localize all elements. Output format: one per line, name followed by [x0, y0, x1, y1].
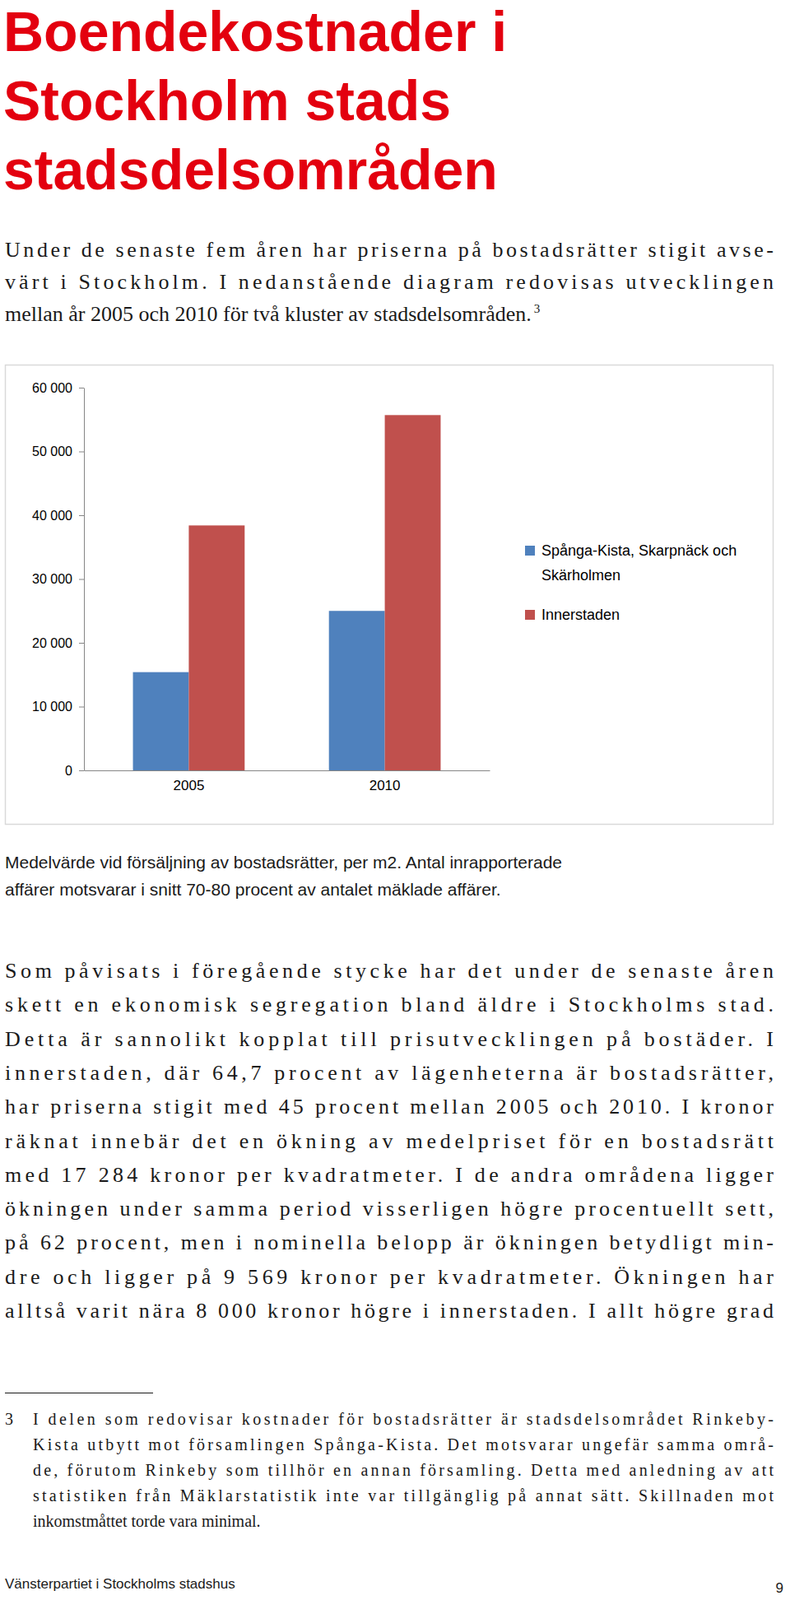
y-tick: 50 000 — [32, 444, 84, 459]
y-tick-label: 50 000 — [32, 444, 73, 459]
x-tick: 2010 — [369, 777, 401, 794]
footnote-line: I delen som redovisar kostnader för bost… — [32, 1409, 774, 1429]
caption-line: affärer motsvarar i snitt 70-80 procent … — [4, 879, 502, 899]
y-tick-label: 40 000 — [32, 508, 73, 523]
footnote-line: inkomstmåttet torde vara minimal. — [32, 1511, 261, 1530]
title-line: Boendekostnader i — [3, 0, 507, 63]
body-line: alltså varit nära 8 000 kronor högre i i… — [4, 1298, 774, 1323]
y-tick-label: 0 — [65, 763, 73, 778]
body-line: med 17 284 kronor per kvadratmeter. I de… — [4, 1162, 774, 1187]
y-tick-mark — [79, 642, 84, 644]
y-tick: 0 — [65, 763, 84, 778]
y-tick-mark — [79, 515, 84, 516]
footnote-line: Kista utbytt mot församlingen Spånga-Kis… — [32, 1435, 774, 1455]
body-line: Som påvisats i föregående stycke har det… — [4, 958, 774, 983]
y-tick-label: 20 000 — [32, 636, 73, 651]
body-line: på 62 procent, men i nominella belopp är… — [4, 1230, 774, 1255]
bar — [329, 610, 386, 771]
intro-line: mellan år 2005 och 2010 för två kluster … — [4, 302, 532, 326]
y-tick-label: 30 000 — [32, 571, 73, 586]
y-tick: 40 000 — [32, 508, 84, 523]
x-tick-label: 2010 — [369, 777, 401, 794]
legend-swatch — [525, 545, 535, 556]
y-tick-mark — [79, 451, 84, 453]
caption-line: Medelvärde vid försäljning av bostadsrät… — [4, 852, 563, 872]
y-tick: 60 000 — [32, 381, 84, 395]
y-tick: 30 000 — [32, 571, 84, 586]
title-line: Stockholm stads — [3, 69, 451, 132]
legend-swatch — [525, 609, 535, 620]
y-tick: 20 000 — [32, 636, 84, 651]
title-line: stadsdelsområden — [3, 138, 498, 201]
x-tick: 2005 — [173, 777, 205, 794]
bars — [133, 414, 442, 771]
footnote-ref: 3 — [534, 302, 541, 316]
x-axis-line — [84, 770, 491, 772]
y-tick-mark — [79, 706, 84, 708]
y-tick-label: 60 000 — [32, 381, 73, 395]
y-axis-line — [83, 388, 85, 772]
body-line: innerstaden, där 64,7 procent av lägenhe… — [4, 1060, 774, 1085]
body-line: skett en ekonomisk segregation bland äld… — [4, 992, 774, 1017]
bar — [133, 672, 190, 771]
body-line: räknat innebär det en ökning av medelpri… — [4, 1129, 775, 1153]
intro-line: värt i Stockholm. I nedanstående diagram… — [4, 269, 774, 294]
y-tick: 10 000 — [32, 699, 84, 714]
body-line: har priserna stigit med 45 procent mella… — [4, 1094, 774, 1119]
x-axis: 2005 2010 — [84, 771, 491, 795]
footer-text: Vänsterpartiet i Stockholms stadshus — [4, 1575, 236, 1592]
legend-label: Spånga-Kista, Skarpnäck ochSkärholmen — [541, 542, 737, 584]
body-line: dre och ligger på 9 569 kronor per kvadr… — [4, 1264, 774, 1289]
y-tick-mark — [79, 579, 84, 581]
y-tick-mark — [79, 387, 84, 389]
legend-label: Innerstaden — [541, 606, 620, 623]
y-tick-mark — [79, 770, 84, 772]
y-tick-label: 10 000 — [32, 699, 73, 714]
y-axis: 0 10 000 20 000 30 000 40 000 50 000 60 000 — [32, 381, 84, 778]
page-number: 9 — [776, 1580, 784, 1596]
body-line: ökningen under samma period visserligen … — [4, 1196, 774, 1221]
footnote-number: 3 — [4, 1409, 14, 1428]
chart-frame — [5, 365, 774, 825]
footnote-line: de, förutom Rinkeby som tillhör en annan… — [32, 1460, 774, 1480]
page: Boendekostnader iStockholm stadsstadsdel… — [0, 0, 790, 1600]
legend: Spånga-Kista, Skarpnäck ochSkärholmen Inn… — [525, 542, 737, 623]
bar — [385, 414, 442, 771]
intro-line: Under de senaste fem åren har priserna p… — [4, 237, 774, 262]
footnote-rule — [4, 1392, 154, 1394]
footnote-line: statistiken från Mäklarstatistik inte va… — [32, 1486, 774, 1506]
x-tick-label: 2005 — [173, 777, 205, 794]
bar — [188, 525, 245, 771]
body-line: Detta är sannolikt kopplat till prisutve… — [4, 1027, 774, 1051]
